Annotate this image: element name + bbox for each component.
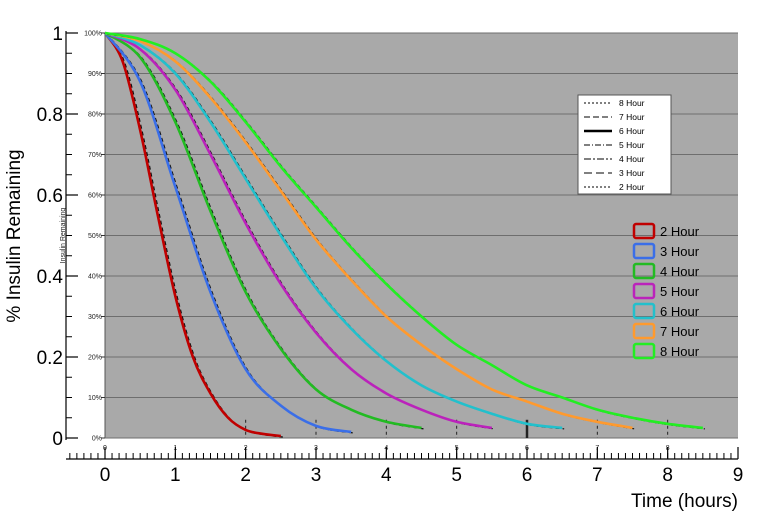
series-line [103,32,281,438]
legend-swatch [632,302,656,320]
series-line [104,31,633,430]
inner-y-tick-label: 20% [88,355,102,362]
style-legend-label: 5 Hour [619,140,645,150]
style-legend-label: 7 Hour [619,112,645,122]
inner-y-tick-label: 90% [88,71,102,78]
x-tick-label: 0 [100,465,111,486]
y-axis-title: % Insulin Remaining [4,149,25,322]
style-legend-label: 8 Hour [619,98,645,108]
legend-label: 3 Hour [660,244,700,259]
x-axis-title: Time (hours) [631,491,738,512]
style-legend-box [577,94,672,195]
inner-y-tick-label: 60% [88,193,102,200]
style-legend-label: 6 Hour [619,126,645,136]
legend-label: 6 Hour [660,304,700,319]
inner-y-tick-label: 100% [84,31,102,38]
inner-y-tick-label: 0% [92,436,102,443]
legend-label: 7 Hour [660,324,700,339]
x-tick-label: 8 [662,465,673,486]
x-tick-label: 5 [451,465,462,486]
inner-y-tick-label: 50% [88,233,102,240]
series-line [104,31,493,430]
x-tick-label: 7 [592,465,603,486]
style-legend-label: 4 Hour [619,154,645,164]
series-line [104,31,563,430]
inner-y-axis-title: Insulin Remaining [60,208,67,264]
legend-swatch [632,242,656,260]
legend-label: 8 Hour [660,344,700,359]
x-tick-label: 6 [522,465,533,486]
inner-y-tick-label: 80% [88,112,102,119]
inner-y-tick-label: 40% [88,274,102,281]
x-tick-label: 9 [733,465,744,486]
legend-swatch [632,322,656,340]
inner-y-tick-label: 70% [88,152,102,159]
legend-label: 4 Hour [660,264,700,279]
y-tick-label: 0 [52,429,63,450]
x-tick-label: 2 [240,465,251,486]
style-legend-label: 2 Hour [619,182,645,192]
x-tick-label: 3 [311,465,322,486]
inner-y-tick-label: 10% [88,395,102,402]
y-tick-label: 0.6 [37,186,63,207]
legend-swatch [632,222,656,240]
legend-label: 5 Hour [660,284,700,299]
x-tick-label: 1 [170,465,181,486]
legend-swatch [632,262,656,280]
x-tick-label: 4 [381,465,392,486]
y-tick-label: 0.4 [37,267,64,288]
y-tick-label: 0.8 [37,105,63,126]
y-tick-label: 1 [52,24,63,45]
legend-swatch [632,342,656,360]
series-line [103,32,352,434]
inner-y-tick-label: 30% [88,314,102,321]
y-tick-label: 0.2 [37,348,63,369]
style-legend-label: 3 Hour [619,168,645,178]
series-line [104,31,703,430]
legend-swatch [632,282,656,300]
series-line [104,31,422,430]
legend-label: 2 Hour [660,224,700,239]
